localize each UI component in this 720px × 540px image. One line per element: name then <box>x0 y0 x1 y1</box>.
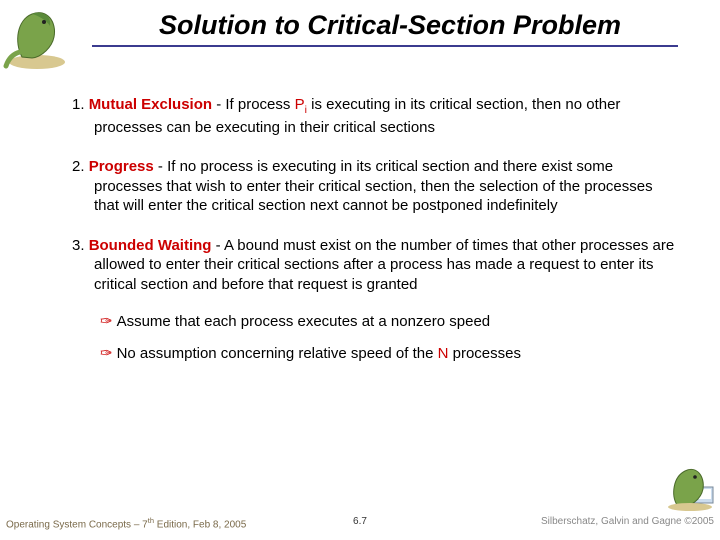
sub-list: ✑Assume that each process executes at a … <box>100 312 680 363</box>
swirl-bullet-icon: ✑ <box>100 313 113 330</box>
n-symbol: N <box>438 345 449 362</box>
list-item: 2. Progress - If no process is executing… <box>72 157 680 216</box>
dino-icon-top-left <box>2 2 72 72</box>
item-number: 3. <box>72 237 85 254</box>
term-highlight: Progress <box>89 158 154 175</box>
slide-title: Solution to Critical-Section Problem <box>90 10 690 41</box>
swirl-bullet-icon: ✑ <box>100 345 113 362</box>
term-highlight: Bounded Waiting <box>89 237 212 254</box>
list-item: 1. Mutual Exclusion - If process Pi is e… <box>72 95 680 137</box>
list-item: 3. Bounded Waiting - A bound must exist … <box>72 236 680 295</box>
title-underline <box>92 45 678 47</box>
sub-list-item: ✑No assumption concerning relative speed… <box>100 344 680 364</box>
sub-list-item: ✑Assume that each process executes at a … <box>100 312 680 332</box>
slide-footer: Operating System Concepts – 7th Edition,… <box>0 516 720 534</box>
footer-left-text: Operating System Concepts – 7th Edition,… <box>6 516 246 530</box>
footer-page-number: 6.7 <box>353 516 367 527</box>
item-text: Bounded Waiting - A bound must exist on … <box>89 237 675 293</box>
slide: Solution to Critical-Section Problem 1. … <box>0 0 720 540</box>
item-text: Progress - If no process is executing in… <box>89 158 653 214</box>
slide-body: 1. Mutual Exclusion - If process Pi is e… <box>72 95 680 375</box>
footer-right-text: Silberschatz, Galvin and Gagne ©2005 <box>541 516 714 527</box>
pi-symbol: Pi <box>295 96 307 113</box>
item-text: Mutual Exclusion - If process Pi is exec… <box>89 96 621 136</box>
dino-icon-bottom-right <box>663 457 718 512</box>
item-number: 2. <box>72 158 85 175</box>
item-number: 1. <box>72 96 85 113</box>
term-highlight: Mutual Exclusion <box>89 96 212 113</box>
